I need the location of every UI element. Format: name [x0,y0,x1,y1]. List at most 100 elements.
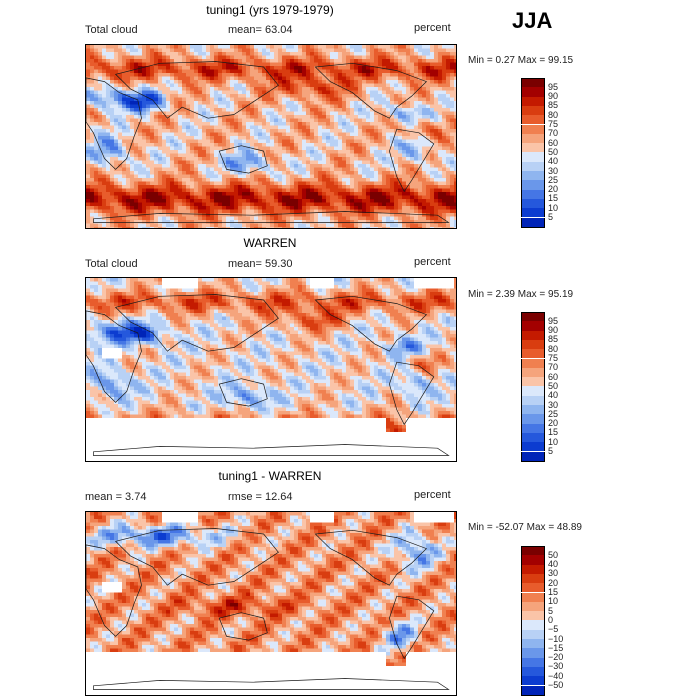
panel2-units: percent [414,256,451,268]
coastline [114,294,279,352]
colorbar-swatch [521,152,545,162]
panel1-minmax: Min = 0.27 Max = 99.15 [468,55,574,66]
coastline [314,62,428,119]
panel3-center-label: rmse = 12.64 [228,491,293,503]
colorbar-tick-label: 70 [548,362,559,373]
panel3-left-label: mean = 3.74 [85,491,147,503]
colorbar-tick-label: 30 [548,165,559,176]
colorbar-tick-label: 75 [548,353,559,363]
colorbar-swatch [521,657,545,667]
colorbar-swatch [521,386,545,396]
colorbar-tick-label: 60 [548,137,559,148]
map-field [86,45,456,228]
colorbar-swatch [521,611,545,621]
panel2-map [85,277,457,462]
coastline [389,128,435,193]
coastline [218,145,268,174]
panel2-title: WARREN [243,236,297,250]
coastline [93,678,450,690]
colorbar-tick-label: 10 [548,596,559,607]
coastline [314,529,428,586]
panel2-center-label: mean= 59.30 [228,258,293,270]
colorbar-swatch [521,217,545,228]
coastline [389,361,435,426]
colorbar-tick-label: −20 [548,652,564,663]
colorbar-swatch [521,198,545,209]
coastline [389,595,435,660]
colorbar-swatch [521,321,545,331]
colorbar-tick-label: 60 [548,371,559,382]
coastline [218,612,268,641]
colorbar-tick-label: 50 [548,146,559,157]
colorbar-tick-label: 50 [548,380,559,391]
colorbar-swatch [521,180,545,190]
colorbar-swatch [521,312,545,323]
coastline [114,528,279,586]
colorbar-swatch [521,555,545,565]
panel3-minmax: Min = -52.07 Max = 48.89 [468,522,582,533]
colorbar-tick-label: 30 [548,399,559,410]
colorbar-tick-label: 10 [548,202,559,213]
panel1-title: tuning1 (yrs 1979-1979) [206,3,334,17]
colorbar-swatch [521,405,545,415]
season-label: JJA [512,8,553,33]
coastline [93,211,450,223]
panel3-title: tuning1 - WARREN [218,469,322,483]
colorbar-swatch [521,143,545,153]
colorbar-swatch [521,339,545,350]
colorbar-tick-label: 75 [548,119,559,129]
colorbar-tick-label: 70 [548,128,559,139]
colorbar-swatch [521,124,545,134]
colorbar-tick-label: 20 [548,184,559,195]
colorbar-tick-label: 90 [548,91,559,102]
colorbar-swatch [521,133,545,144]
colorbar-swatch [521,105,545,116]
colorbar-swatch [521,330,545,340]
panel3-map [85,511,457,696]
colorbar-tick-label: 80 [548,343,559,354]
colorbar-tick-label: −50 [548,680,564,690]
coastline [114,61,279,119]
colorbar-tick-label: 5 [548,446,554,456]
colorbar-swatch [521,676,545,686]
colorbar-swatch [521,377,545,387]
colorbar-tick-label: −30 [548,661,564,672]
coastline [93,444,450,456]
colorbar-swatch [521,592,545,602]
colorbar-swatch [521,358,545,368]
colorbar-tick-label: 40 [548,390,559,401]
colorbar-tick-label: 15 [548,427,559,438]
colorbar-swatch [521,349,545,359]
colorbar-swatch [521,367,545,378]
colorbar-swatch [521,451,545,462]
colorbar-tick-label: 80 [548,109,559,120]
colorbar-tick-label: 95 [548,315,559,326]
colorbar-tick-label: 30 [548,568,559,579]
colorbar-tick-label: 25 [548,408,559,419]
colorbar-tick-label: −10 [548,633,564,644]
colorbar-tick-label: 15 [548,193,559,204]
map-field [86,278,456,461]
colorbar-tick-label: 95 [548,81,559,92]
colorbar-swatch [521,115,545,125]
colorbar-swatch [521,648,545,658]
panel3-units: percent [414,489,451,501]
colorbar-tick-label: −40 [548,670,564,681]
panel2-minmax: Min = 2.39 Max = 95.19 [468,289,574,300]
colorbar-tick-label: 25 [548,174,559,185]
colorbar-swatch [521,432,545,443]
colorbar-swatch [521,564,545,574]
coastline [86,544,142,637]
colorbar-swatch [521,395,545,405]
colorbar-swatch [521,583,545,593]
colorbar-swatch [521,573,545,584]
colorbar-swatch [521,189,545,199]
colorbar-swatch [521,620,545,630]
colorbar-swatch [521,171,545,181]
colorbar-swatch [521,546,545,557]
colorbar-swatch [521,208,545,218]
colorbar-swatch [521,414,545,424]
colorbar-tick-label: 5 [548,605,554,616]
colorbar-swatch [521,601,545,612]
colorbar-swatch [521,639,545,649]
